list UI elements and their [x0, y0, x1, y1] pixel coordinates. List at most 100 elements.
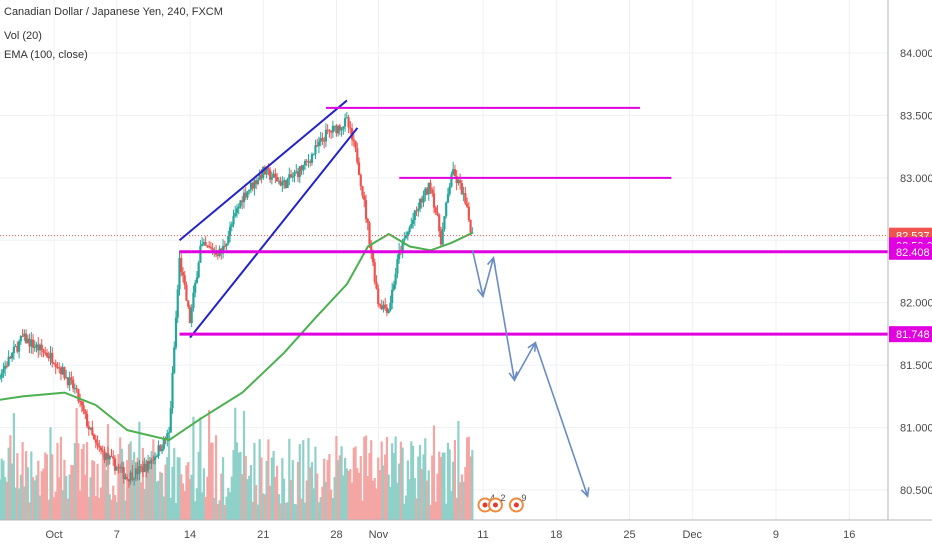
volume-bar [115, 501, 118, 520]
candle-body [96, 442, 99, 446]
candle-body [178, 258, 181, 290]
candle-body [293, 172, 296, 177]
candle-body [340, 128, 343, 131]
volume-bar [373, 478, 376, 520]
volume-bar [117, 454, 120, 520]
volume-bar [359, 456, 362, 520]
volume-bar [269, 485, 272, 520]
price-axis-tick-label: 83.000 [900, 173, 932, 185]
price-axis-tick-label: 84.000 [900, 48, 932, 60]
volume-bar [338, 455, 341, 520]
event-marker-dot [482, 502, 488, 508]
candle-body [317, 141, 321, 147]
volume-bar [12, 413, 15, 520]
projection-segment[interactable] [482, 257, 495, 297]
volume-bar [153, 460, 157, 520]
candle-body [143, 463, 146, 472]
volume-bar [84, 474, 87, 520]
volume-bar [417, 456, 420, 520]
candle-body [42, 349, 45, 353]
candle-body [113, 458, 117, 471]
volume-bar [345, 468, 348, 520]
volume-indicator-label[interactable]: Vol (20) [4, 30, 42, 42]
volume-bar [389, 486, 392, 520]
volume-bar [321, 486, 324, 520]
projection-segment[interactable] [534, 342, 589, 497]
candle-body [2, 369, 5, 374]
volume-bar [228, 492, 232, 520]
candle-body [333, 125, 336, 127]
candle-body [169, 408, 172, 433]
candle-body [404, 235, 408, 239]
volume-bar [239, 451, 242, 520]
volume-bar [404, 495, 408, 520]
candle-body [380, 305, 383, 310]
volume-bar [206, 476, 209, 520]
candle-body [0, 377, 2, 379]
candle-body [82, 405, 85, 412]
candle-body [87, 426, 90, 430]
projection-segment[interactable] [492, 257, 516, 381]
volume-bar [431, 455, 434, 520]
candle-body [368, 222, 371, 245]
volume-bar [134, 472, 138, 520]
candle-body [201, 244, 204, 246]
candle-body [263, 166, 266, 175]
channel-upper-line[interactable] [178, 99, 348, 242]
volume-bar [448, 449, 451, 520]
candle-body [364, 200, 368, 219]
candle-body [357, 162, 361, 175]
volume-bar [171, 466, 174, 520]
candle-body [157, 445, 160, 456]
volume-bar [2, 460, 5, 520]
channel-lower-line[interactable] [189, 127, 359, 339]
projection-segment[interactable] [471, 250, 484, 297]
volume-bar [51, 454, 54, 520]
volume-bar [30, 451, 33, 520]
volume-bar [410, 441, 413, 520]
volume-bar [223, 504, 226, 520]
volume-bar [143, 488, 146, 520]
volume-bar [211, 442, 214, 520]
projection-segment[interactable] [513, 342, 537, 381]
candle-body [70, 377, 73, 380]
candle-body [323, 140, 326, 142]
candle-body [446, 194, 450, 203]
candle-body [119, 467, 122, 469]
volume-bar [324, 481, 328, 520]
volume-bar [352, 447, 355, 520]
price-label-badge [889, 243, 932, 260]
candle-body [378, 304, 382, 306]
candle-body [342, 126, 345, 129]
volume-bar [131, 460, 134, 520]
candle-body [101, 450, 104, 452]
candle-body [89, 427, 92, 430]
candle-body [439, 231, 443, 245]
volume-bar [176, 457, 179, 520]
volume-bar [446, 442, 450, 520]
candle-body [162, 437, 165, 449]
candle-body [33, 346, 36, 348]
candle-body [420, 198, 423, 203]
volume-bar [394, 436, 397, 520]
candle-body [242, 192, 246, 203]
candle-body [16, 345, 19, 352]
ema-indicator-label[interactable]: EMA (100, close) [4, 49, 88, 61]
candle-body [122, 467, 125, 479]
volume-bar [169, 497, 172, 520]
event-marker-count: 2 [500, 493, 505, 503]
volume-bar [260, 457, 263, 520]
volume-bar [159, 471, 162, 520]
event-marker-dot [492, 502, 498, 508]
candle-body [408, 227, 411, 233]
candle-body [401, 240, 404, 253]
candle-body [209, 247, 212, 249]
volume-bar [173, 448, 176, 520]
price-axis-tick-label: 81.500 [900, 360, 932, 372]
volume-bar [380, 441, 383, 520]
volume-bar [242, 410, 246, 520]
candle-body [356, 148, 359, 163]
volume-bar [225, 496, 228, 520]
